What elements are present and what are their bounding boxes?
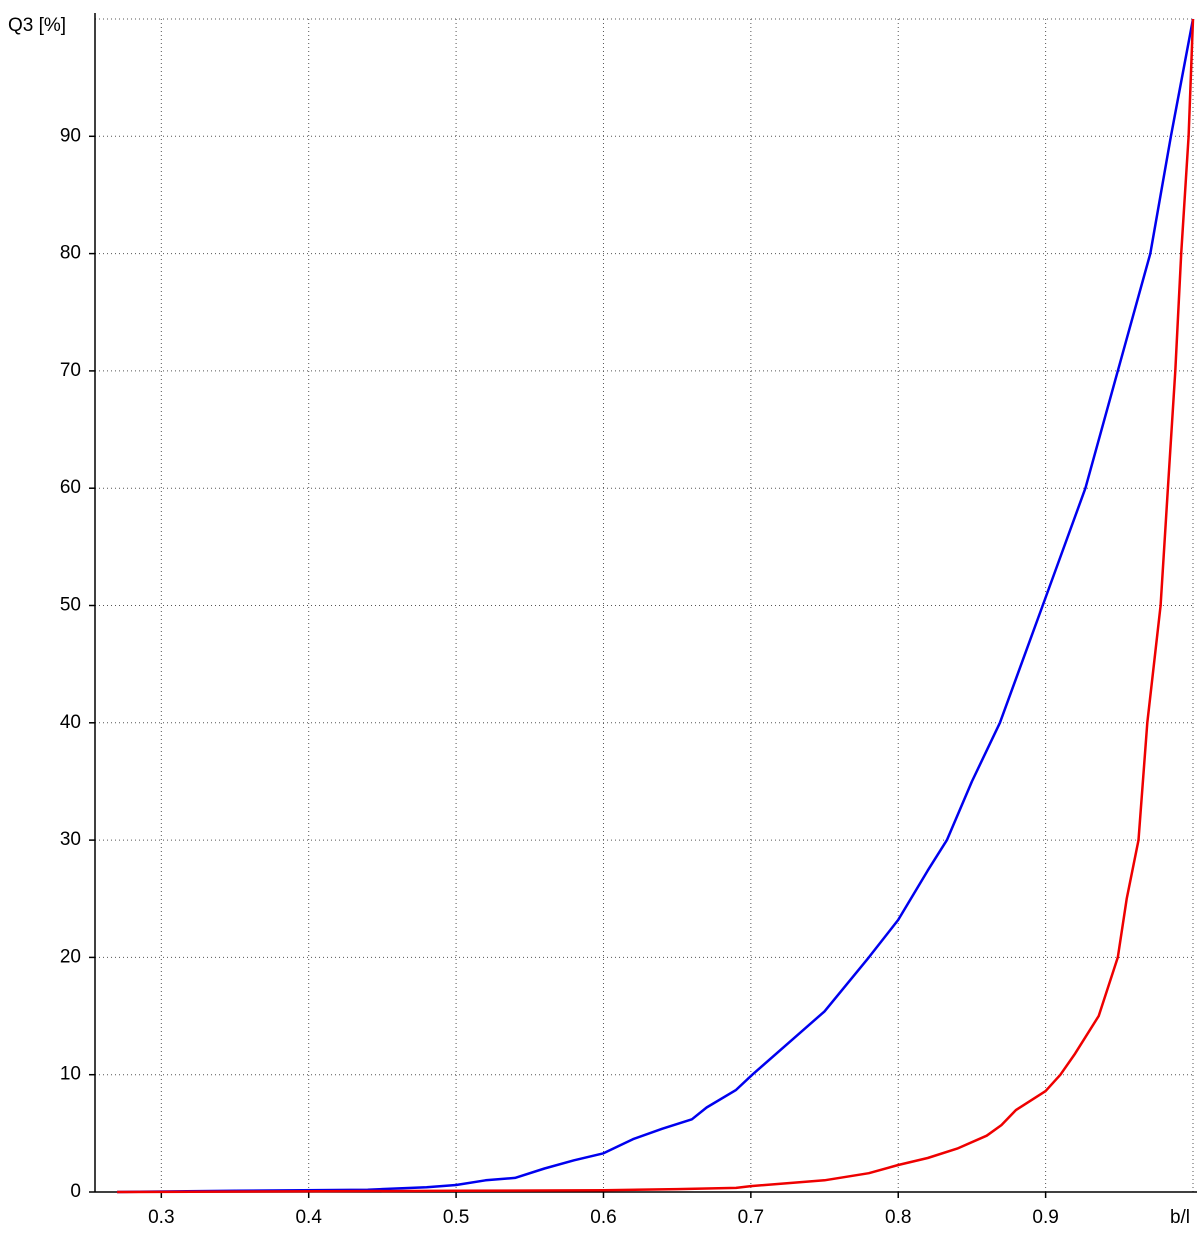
y-tick-label: 20 bbox=[60, 946, 81, 967]
y-tick-label: 70 bbox=[60, 360, 81, 381]
series-line bbox=[117, 18, 1195, 1194]
y-tick-label: 40 bbox=[60, 712, 81, 733]
y-tick-label: 90 bbox=[60, 125, 81, 146]
x-tick-label: 0.8 bbox=[885, 1207, 911, 1228]
x-tick-label: 0.4 bbox=[295, 1207, 322, 1228]
y-tick-label: 80 bbox=[60, 243, 81, 264]
y-tick-label: 50 bbox=[60, 595, 81, 616]
y-tick-label: 0 bbox=[70, 1181, 81, 1202]
x-tick-label: 0.3 bbox=[148, 1207, 174, 1228]
series-line bbox=[117, 18, 1195, 1194]
y-axis-label: Q3 [%] bbox=[8, 15, 66, 36]
x-tick-label: 0.6 bbox=[590, 1207, 616, 1228]
x-axis-label: b/l bbox=[1170, 1207, 1190, 1228]
x-tick-label: 0.7 bbox=[738, 1207, 764, 1228]
x-tick-label: 0.9 bbox=[1032, 1207, 1058, 1228]
y-tick-label: 10 bbox=[60, 1064, 81, 1085]
y-tick-label: 60 bbox=[60, 477, 81, 498]
y-tick-label: 30 bbox=[60, 829, 81, 850]
x-tick-label: 0.5 bbox=[443, 1207, 469, 1228]
